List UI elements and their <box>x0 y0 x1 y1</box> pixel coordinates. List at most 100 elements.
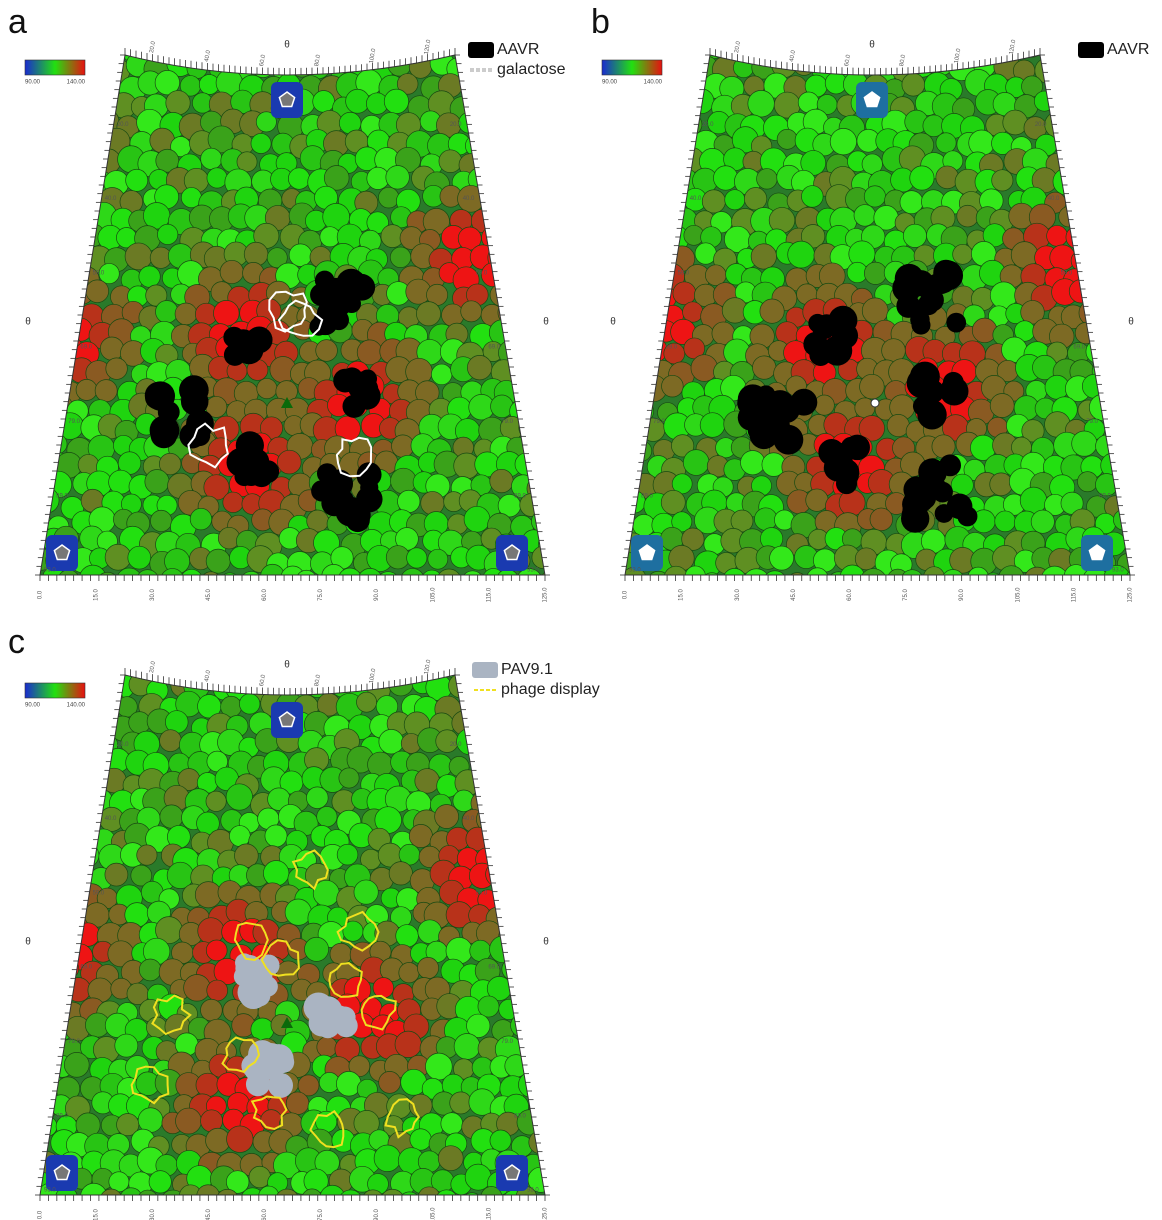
residue <box>57 732 79 754</box>
residue <box>306 787 328 809</box>
top-tick-label: 60.0 <box>259 54 267 67</box>
residue <box>535 1071 559 1095</box>
legend-swatch <box>1078 42 1104 58</box>
right-tick-label: 93.0 <box>1112 568 1124 574</box>
residue <box>380 1189 404 1213</box>
residue <box>860 569 887 596</box>
residue <box>498 769 525 796</box>
colorbar <box>25 683 85 698</box>
left-tick-label: 93.0 <box>44 1188 56 1194</box>
residue <box>624 412 649 437</box>
residue <box>421 491 444 514</box>
residue <box>88 57 114 83</box>
residue <box>390 247 411 268</box>
residue <box>115 1034 138 1057</box>
top-tick-label: 100.0 <box>954 48 963 64</box>
residue <box>622 380 642 400</box>
residue <box>1084 108 1111 135</box>
residue <box>870 508 893 531</box>
residue <box>702 573 722 593</box>
residue <box>777 129 797 149</box>
top-tick-label: 20.0 <box>149 40 157 53</box>
residue <box>656 172 681 197</box>
threefold-marker <box>871 399 879 407</box>
residue <box>27 830 53 856</box>
residue <box>69 89 93 113</box>
residue <box>516 885 538 907</box>
residue <box>1045 112 1071 138</box>
residue <box>635 205 656 226</box>
residue <box>1109 203 1134 228</box>
residue <box>49 793 73 817</box>
footprint <box>273 1052 294 1073</box>
residue <box>499 925 523 949</box>
residue <box>155 300 178 323</box>
residue <box>536 264 563 291</box>
residue <box>63 154 83 174</box>
axis-symbol: θ <box>610 317 616 328</box>
residue <box>20 303 45 328</box>
residue <box>442 304 464 326</box>
bottom-tick-label: 115.0 <box>486 1207 492 1220</box>
bottom-tick-label: 75.0 <box>903 589 909 601</box>
residue <box>176 654 199 677</box>
residue <box>33 904 53 924</box>
residue <box>27 982 54 1009</box>
residue <box>386 546 409 569</box>
residue <box>265 825 287 847</box>
residue <box>511 242 537 268</box>
residue <box>598 190 625 217</box>
residue <box>472 755 495 778</box>
residue <box>661 490 685 514</box>
residue <box>41 958 64 981</box>
residue <box>623 36 647 60</box>
residue <box>534 338 559 363</box>
residue <box>1121 418 1146 443</box>
residue <box>753 356 776 379</box>
residue <box>21 1036 46 1061</box>
residue <box>23 262 43 282</box>
residue <box>39 808 61 830</box>
residue <box>990 473 1013 496</box>
residue <box>1117 133 1139 155</box>
residue <box>139 266 160 287</box>
footprint <box>828 306 857 335</box>
panel: 20.020.040.040.059.059.069.069.079.079.0… <box>8 623 600 1220</box>
residue <box>495 730 519 754</box>
legend-label: PAV9.1 <box>501 661 553 678</box>
axis-symbol: θ <box>25 937 31 948</box>
residue <box>529 1014 554 1039</box>
residue <box>30 208 56 234</box>
residue <box>356 692 376 712</box>
residue <box>1124 77 1146 99</box>
residue <box>106 358 128 380</box>
footprint <box>790 389 817 416</box>
residue <box>613 283 635 305</box>
left-tick-label: 69.0 <box>80 345 92 351</box>
residue <box>322 564 346 588</box>
residue <box>488 830 514 856</box>
residue <box>1064 72 1090 98</box>
residue <box>162 40 184 62</box>
residue <box>806 489 828 511</box>
right-tick-label: 59.0 <box>476 270 488 276</box>
residue <box>431 364 452 385</box>
residue <box>510 92 531 113</box>
residue <box>207 980 228 1001</box>
footprint <box>818 439 845 466</box>
residue <box>643 264 667 288</box>
bottom-tick-label: 15.0 <box>679 589 685 601</box>
left-tick-label: 59.0 <box>678 270 690 276</box>
residue <box>662 375 684 397</box>
residue <box>120 1188 143 1211</box>
residue <box>257 378 277 398</box>
residue <box>618 91 639 112</box>
residue <box>1003 110 1028 135</box>
residue <box>128 546 151 569</box>
residue <box>972 318 997 343</box>
residue <box>275 1189 299 1213</box>
residue <box>30 171 52 193</box>
residue <box>95 380 117 402</box>
residue <box>1070 90 1092 112</box>
residue <box>748 38 769 59</box>
